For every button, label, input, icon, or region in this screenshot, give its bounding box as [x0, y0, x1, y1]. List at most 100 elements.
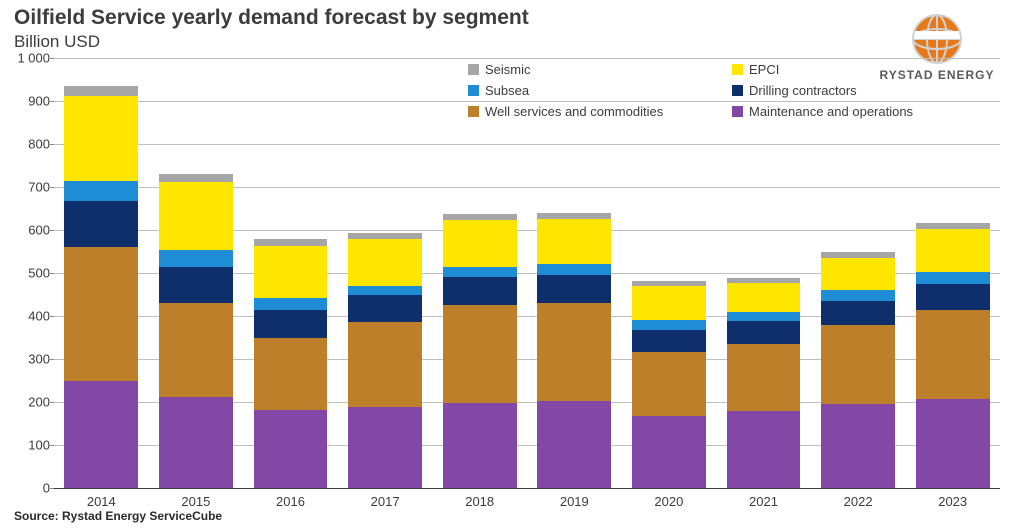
y-axis-label: 400: [8, 309, 50, 324]
segment-subsea: [443, 267, 517, 277]
segment-epci: [348, 239, 422, 285]
chart-source: Source: Rystad Energy ServiceCube: [14, 509, 222, 523]
segment-seismic: [727, 278, 801, 283]
segment-well: [254, 338, 328, 410]
y-axis-label: 1 000: [8, 51, 50, 66]
segment-maint: [537, 401, 611, 488]
segment-maint: [254, 410, 328, 488]
segment-drill: [632, 330, 706, 352]
x-axis-label: 2018: [465, 494, 494, 509]
x-axis-label: 2021: [749, 494, 778, 509]
segment-maint: [821, 404, 895, 488]
segment-epci: [821, 258, 895, 291]
segment-subsea: [64, 181, 138, 200]
chart-plot-area: SeismicEPCISubseaDrilling contractorsWel…: [54, 58, 1000, 488]
segment-seismic: [632, 281, 706, 286]
segment-drill: [727, 321, 801, 343]
segment-well: [821, 325, 895, 405]
segment-maint: [159, 397, 233, 488]
segment-subsea: [159, 250, 233, 266]
segment-epci: [632, 286, 706, 320]
y-axis-label: 200: [8, 395, 50, 410]
bar-2019: [537, 58, 611, 488]
chart-subtitle: Billion USD: [14, 32, 100, 52]
x-axis-label: 2020: [654, 494, 683, 509]
bar-2023: [916, 58, 990, 488]
x-axis-label: 2022: [844, 494, 873, 509]
segment-well: [632, 352, 706, 416]
y-axis-label: 300: [8, 352, 50, 367]
y-axis-label: 900: [8, 94, 50, 109]
segment-maint: [348, 407, 422, 488]
segment-drill: [821, 301, 895, 325]
segment-epci: [254, 246, 328, 298]
segment-maint: [727, 411, 801, 488]
segment-subsea: [727, 312, 801, 321]
bar-2021: [727, 58, 801, 488]
segment-subsea: [916, 272, 990, 284]
segment-epci: [64, 96, 138, 181]
segment-drill: [64, 201, 138, 247]
bar-2016: [254, 58, 328, 488]
y-tick-mark: [50, 445, 54, 446]
segment-epci: [443, 220, 517, 266]
x-axis-label: 2014: [87, 494, 116, 509]
segment-seismic: [916, 223, 990, 229]
y-axis-label: 100: [8, 438, 50, 453]
segment-drill: [254, 310, 328, 338]
x-axis-label: 2019: [560, 494, 589, 509]
segment-drill: [916, 284, 990, 311]
bar-2020: [632, 58, 706, 488]
segment-maint: [632, 416, 706, 488]
bar-2017: [348, 58, 422, 488]
y-axis-label: 500: [8, 266, 50, 281]
y-tick-mark: [50, 187, 54, 188]
segment-epci: [727, 283, 801, 311]
segment-well: [443, 305, 517, 403]
segment-seismic: [254, 239, 328, 245]
x-axis-label: 2023: [938, 494, 967, 509]
x-axis-line: [54, 488, 1000, 489]
segment-maint: [916, 399, 990, 488]
segment-well: [348, 322, 422, 407]
segment-drill: [348, 295, 422, 322]
segment-well: [537, 303, 611, 401]
segment-subsea: [254, 298, 328, 310]
segment-subsea: [632, 320, 706, 329]
segment-epci: [537, 219, 611, 264]
y-tick-mark: [50, 359, 54, 360]
segment-seismic: [348, 233, 422, 239]
y-tick-mark: [50, 230, 54, 231]
chart-title: Oilfield Service yearly demand forecast …: [14, 6, 529, 30]
segment-well: [159, 303, 233, 397]
y-axis-label: 700: [8, 180, 50, 195]
segment-epci: [159, 182, 233, 250]
y-axis-label: 0: [8, 481, 50, 496]
segment-maint: [443, 403, 517, 488]
y-tick-mark: [50, 273, 54, 274]
bar-2015: [159, 58, 233, 488]
y-axis-label: 600: [8, 223, 50, 238]
segment-drill: [537, 275, 611, 303]
segment-seismic: [159, 174, 233, 183]
y-axis-label: 800: [8, 137, 50, 152]
segment-subsea: [537, 264, 611, 276]
y-tick-mark: [50, 144, 54, 145]
y-tick-mark: [50, 316, 54, 317]
segment-well: [727, 344, 801, 412]
segment-drill: [443, 277, 517, 305]
segment-seismic: [537, 213, 611, 219]
segment-seismic: [821, 252, 895, 258]
bar-2014: [64, 58, 138, 488]
x-axis-label: 2016: [276, 494, 305, 509]
y-tick-mark: [50, 402, 54, 403]
segment-subsea: [821, 290, 895, 301]
y-tick-mark: [50, 101, 54, 102]
segment-seismic: [64, 86, 138, 97]
segment-well: [64, 247, 138, 380]
segment-drill: [159, 267, 233, 304]
bar-2022: [821, 58, 895, 488]
segment-subsea: [348, 286, 422, 295]
segment-maint: [64, 381, 138, 489]
y-tick-mark: [50, 58, 54, 59]
